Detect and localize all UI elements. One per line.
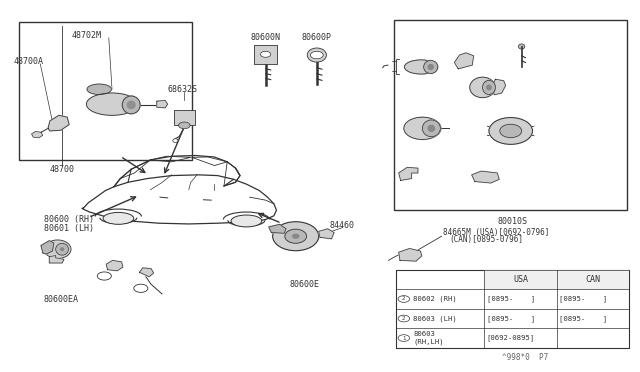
Ellipse shape	[422, 120, 440, 137]
Polygon shape	[399, 167, 418, 180]
Ellipse shape	[87, 84, 111, 94]
Text: [0895-    ]: [0895- ]	[487, 315, 535, 322]
Ellipse shape	[292, 234, 300, 239]
Ellipse shape	[122, 96, 140, 114]
Circle shape	[260, 51, 271, 57]
Polygon shape	[41, 241, 54, 254]
Ellipse shape	[428, 65, 433, 69]
Ellipse shape	[487, 85, 492, 90]
Ellipse shape	[518, 44, 525, 49]
Circle shape	[310, 51, 323, 59]
Polygon shape	[157, 100, 168, 108]
Text: 1: 1	[402, 336, 406, 340]
Circle shape	[398, 296, 410, 302]
Text: 2: 2	[139, 286, 143, 291]
Text: 80603 (LH): 80603 (LH)	[413, 315, 457, 322]
Polygon shape	[399, 248, 422, 261]
Text: [0895-    ]: [0895- ]	[559, 296, 607, 302]
Ellipse shape	[404, 117, 441, 140]
Ellipse shape	[307, 48, 326, 62]
Text: 48700: 48700	[49, 165, 75, 174]
Text: 2: 2	[402, 316, 406, 321]
Ellipse shape	[173, 139, 178, 142]
Polygon shape	[140, 268, 154, 277]
Circle shape	[398, 335, 410, 341]
Text: 48702M: 48702M	[72, 31, 101, 40]
Ellipse shape	[60, 247, 64, 251]
Text: 80010S: 80010S	[497, 217, 527, 226]
Ellipse shape	[127, 101, 135, 109]
Text: [0895-    ]: [0895- ]	[559, 315, 607, 322]
Ellipse shape	[483, 80, 495, 94]
Text: 84460: 84460	[330, 221, 355, 230]
Ellipse shape	[424, 61, 438, 74]
Text: USA: USA	[513, 275, 528, 284]
Ellipse shape	[179, 122, 190, 129]
Circle shape	[97, 272, 111, 280]
Bar	[19, 22, 192, 160]
Polygon shape	[319, 229, 334, 239]
Ellipse shape	[404, 60, 438, 74]
Ellipse shape	[470, 77, 495, 98]
Circle shape	[398, 315, 410, 322]
Ellipse shape	[500, 124, 522, 138]
Polygon shape	[48, 115, 69, 131]
Ellipse shape	[489, 118, 532, 144]
Text: 48700A: 48700A	[14, 57, 44, 66]
Text: 80600P: 80600P	[302, 33, 332, 42]
Bar	[174, 110, 195, 125]
Ellipse shape	[56, 243, 68, 255]
Ellipse shape	[231, 215, 262, 227]
Text: ^998*0  P7: ^998*0 P7	[502, 353, 548, 362]
Text: 80600E: 80600E	[289, 280, 319, 289]
Text: 80600 (RH): 80600 (RH)	[44, 215, 93, 224]
Ellipse shape	[285, 229, 307, 243]
Bar	[484, 270, 629, 289]
Text: [0895-    ]: [0895- ]	[487, 296, 535, 302]
Text: CAN: CAN	[586, 275, 600, 284]
Ellipse shape	[428, 125, 435, 131]
Text: (CAN)[0895-0796]: (CAN)[0895-0796]	[449, 235, 524, 244]
Text: 68632S: 68632S	[168, 85, 197, 94]
Bar	[394, 20, 627, 210]
Polygon shape	[472, 171, 499, 183]
Ellipse shape	[44, 240, 71, 259]
Text: 80600N: 80600N	[251, 33, 280, 42]
Text: 80601 (LH): 80601 (LH)	[44, 224, 93, 233]
Ellipse shape	[273, 222, 319, 251]
Bar	[254, 45, 277, 64]
Ellipse shape	[103, 212, 134, 224]
Text: 1: 1	[102, 273, 106, 279]
Polygon shape	[49, 256, 64, 263]
Polygon shape	[454, 53, 474, 69]
Ellipse shape	[86, 93, 138, 115]
Text: [0692-0895]: [0692-0895]	[487, 335, 535, 341]
Text: 80600EA: 80600EA	[44, 295, 79, 304]
Circle shape	[134, 284, 148, 292]
Polygon shape	[106, 260, 123, 271]
Text: 84665M (USA)[0692-0796]: 84665M (USA)[0692-0796]	[443, 228, 549, 237]
Text: 80603
(RH,LH): 80603 (RH,LH)	[413, 331, 444, 345]
Bar	[396, 270, 629, 348]
Text: 80602 (RH): 80602 (RH)	[413, 296, 457, 302]
Polygon shape	[269, 224, 286, 233]
Polygon shape	[493, 79, 506, 95]
Text: 2: 2	[402, 296, 406, 301]
